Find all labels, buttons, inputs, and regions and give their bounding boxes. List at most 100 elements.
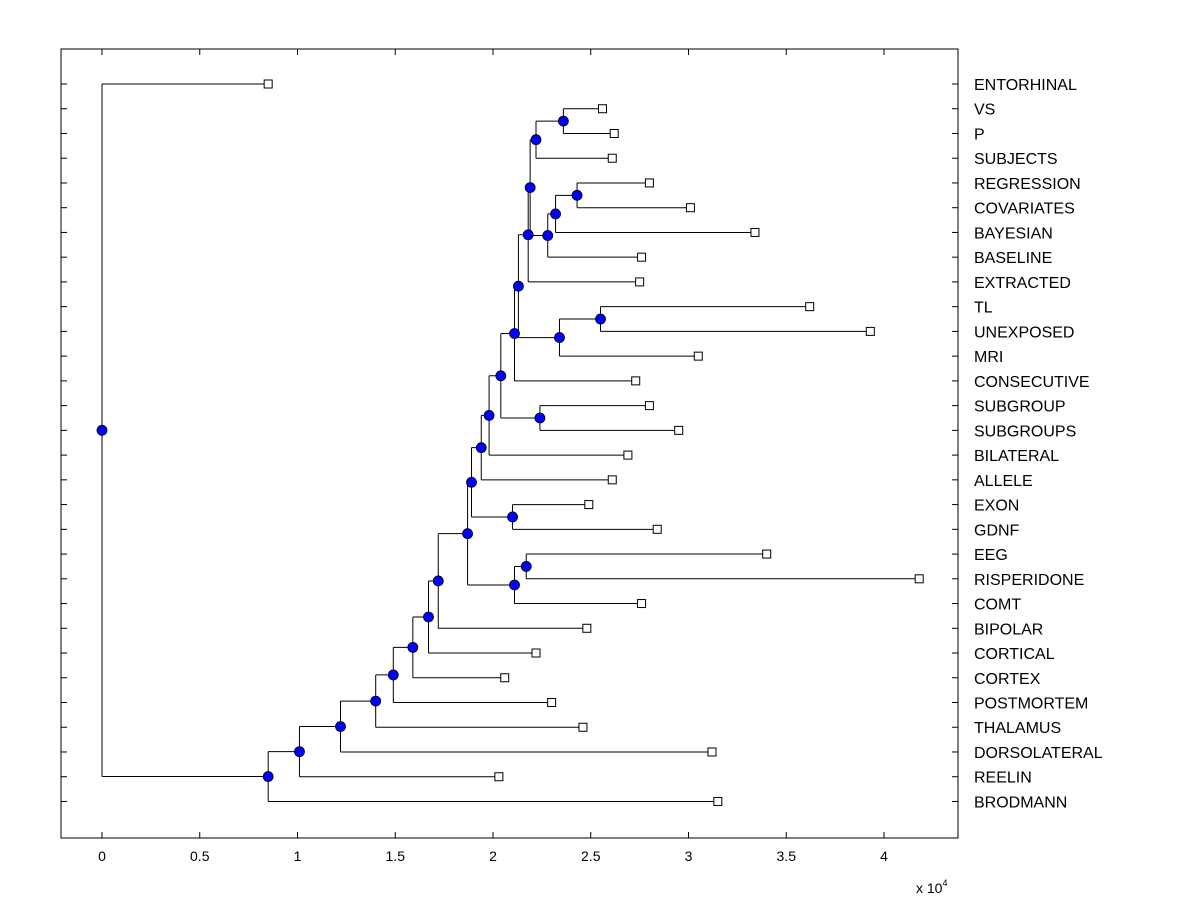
leaf-label: TL xyxy=(974,300,993,317)
leaf-label: REGRESSION xyxy=(974,176,1081,193)
leaf-label: BRODMANN xyxy=(974,794,1067,811)
leaf-marker xyxy=(652,524,662,534)
node-marker xyxy=(507,511,518,523)
x-tick-label: 1.5 xyxy=(386,848,406,864)
node-markers xyxy=(96,115,606,782)
node-marker xyxy=(475,442,487,454)
leaf-label: CORTICAL xyxy=(974,646,1055,663)
leaf-marker xyxy=(750,227,760,237)
leaf-marker xyxy=(582,623,592,633)
leaf-label: VS xyxy=(974,102,995,119)
leaf-marker xyxy=(531,648,541,658)
x-tick-label: 4 xyxy=(880,848,888,864)
node-marker xyxy=(530,134,542,146)
leaf-marker xyxy=(609,128,619,138)
x-tick-label: 2.5 xyxy=(581,848,601,864)
leaf-marker xyxy=(865,326,875,336)
leaf-label: P xyxy=(974,126,985,143)
leaf-label: MRI xyxy=(974,349,1003,366)
leaf-label: GDNF xyxy=(974,522,1020,539)
leaf-label: BILATERAL xyxy=(974,448,1059,465)
leaf-marker xyxy=(674,425,684,435)
leaf-label: SUBGROUP xyxy=(974,399,1066,416)
leaf-marker xyxy=(707,747,717,757)
x-tick-label: 1 xyxy=(294,848,302,864)
leaf-marker xyxy=(500,673,510,683)
node-marker xyxy=(262,771,274,782)
node-marker xyxy=(495,370,507,382)
leaf-label: POSTMORTEM xyxy=(974,696,1088,713)
leaf-marker xyxy=(547,698,557,707)
node-marker xyxy=(462,528,473,540)
leaf-marker xyxy=(637,599,647,609)
leaf-label: SUBGROUPS xyxy=(974,423,1076,440)
leaf-marker xyxy=(644,401,654,411)
leaf-label: ALLELE xyxy=(974,473,1033,490)
node-marker xyxy=(534,412,546,424)
node-marker xyxy=(96,424,108,436)
leaf-marker xyxy=(578,722,588,732)
leaf-label: ENTORHINAL xyxy=(974,77,1077,94)
leaf-marker xyxy=(623,450,633,460)
leaf-label: RISPERIDONE xyxy=(974,572,1084,589)
node-marker xyxy=(423,611,434,623)
leaf-marker xyxy=(494,772,504,782)
plot-area xyxy=(60,48,959,839)
leaf-marker xyxy=(597,104,607,114)
node-marker xyxy=(522,229,534,241)
leaf-markers xyxy=(263,79,924,806)
leaf-marker xyxy=(762,549,772,559)
node-marker xyxy=(513,280,524,292)
leaf-marker xyxy=(263,79,273,89)
node-marker xyxy=(466,476,477,488)
node-marker xyxy=(370,695,382,707)
leaf-marker xyxy=(713,796,723,806)
leaf-label: CONSECUTIVE xyxy=(974,374,1090,391)
node-marker xyxy=(595,313,606,325)
leaf-marker xyxy=(914,574,924,584)
leaf-label: BAYESIAN xyxy=(974,225,1053,242)
leaf-marker xyxy=(805,302,815,312)
node-marker xyxy=(483,410,495,421)
node-marker xyxy=(554,332,565,343)
leaf-marker xyxy=(635,277,645,287)
leaf-marker xyxy=(584,500,594,510)
leaf-label: BASELINE xyxy=(974,250,1052,267)
leaf-label: COVARIATES xyxy=(974,201,1075,218)
node-marker xyxy=(524,182,536,193)
leaf-label: DORSOLATERAL xyxy=(974,745,1103,762)
leaf-label: THALAMUS xyxy=(974,720,1061,737)
node-marker xyxy=(407,641,419,653)
node-marker xyxy=(550,208,561,220)
leaf-label: EEG xyxy=(974,547,1008,564)
node-marker xyxy=(387,669,399,681)
node-marker xyxy=(509,328,520,339)
node-marker xyxy=(509,579,520,591)
node-marker xyxy=(335,721,346,732)
leaf-label: UNEXPOSED xyxy=(974,324,1074,341)
x-tick-label: 0 xyxy=(98,848,106,864)
leaf-marker xyxy=(637,252,647,262)
leaf-labels: ENTORHINAL VS P SUBJECTS REGRESSION COVARIATE… xyxy=(974,77,1103,811)
x-tick-label: 2 xyxy=(489,848,497,864)
axis-ticks xyxy=(61,49,958,838)
leaf-label: COMT xyxy=(974,597,1021,614)
node-marker xyxy=(294,746,305,758)
leaf-marker xyxy=(631,376,641,386)
leaf-label: SUBJECTS xyxy=(974,151,1058,168)
node-marker xyxy=(432,575,444,587)
leaf-label: REELIN xyxy=(974,770,1032,787)
leaf-label: CORTEX xyxy=(974,671,1041,688)
leaf-label: BIPOLAR xyxy=(974,621,1043,638)
leaf-marker xyxy=(693,351,703,361)
x-tick-label: 0.5 xyxy=(190,848,210,864)
leaf-label: EXTRACTED xyxy=(974,275,1071,292)
leaf-label: EXON xyxy=(974,498,1019,515)
leaf-marker xyxy=(644,178,654,188)
x-tick-label: 3.5 xyxy=(777,848,797,864)
x-tick-label: 3 xyxy=(685,848,693,864)
x-tick-labels: 0 0.5 1 1.5 2 2.5 3 3.5 4 xyxy=(98,848,888,864)
node-marker xyxy=(520,561,532,572)
